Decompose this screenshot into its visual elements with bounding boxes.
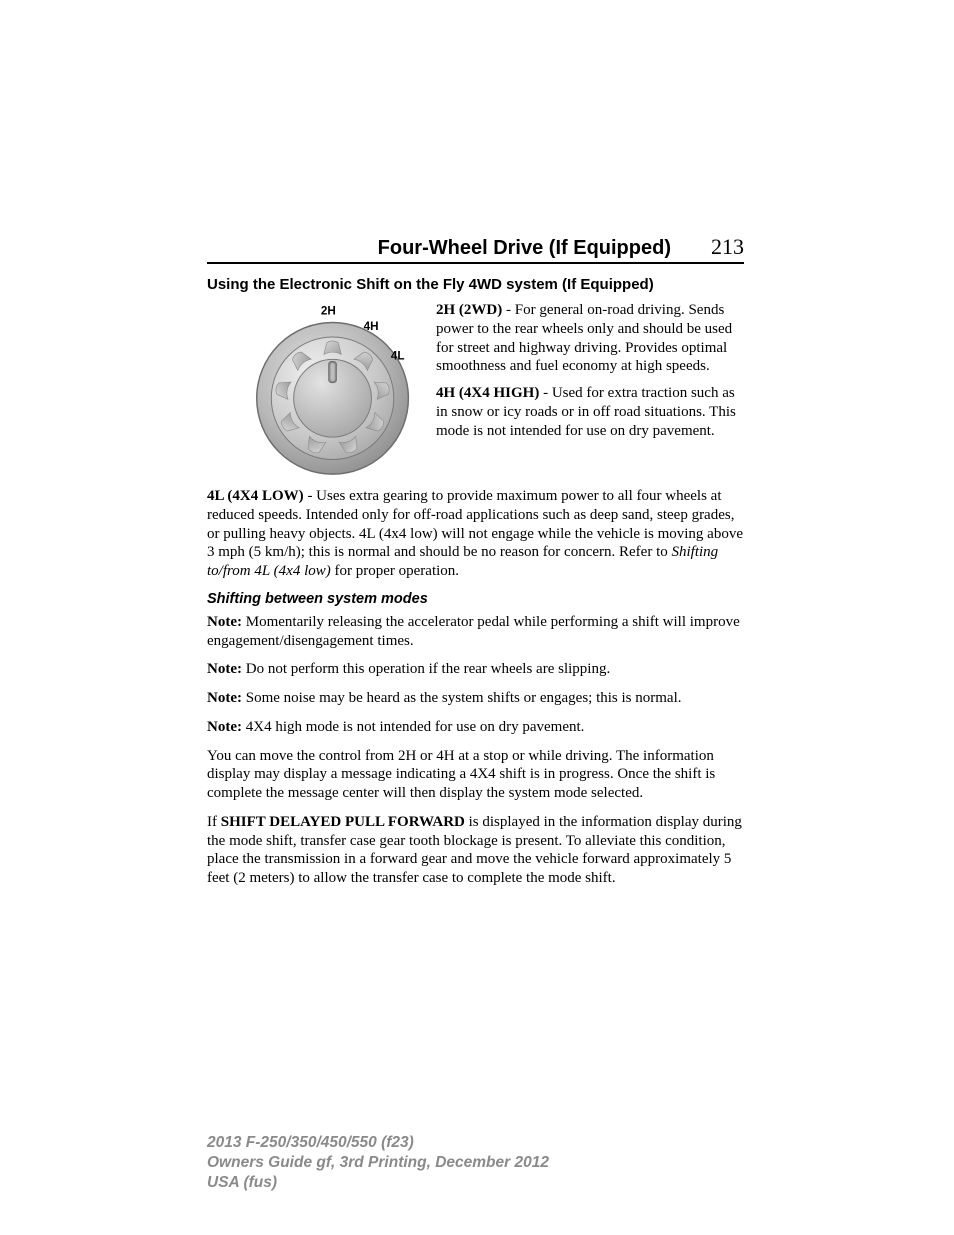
footer-market: (fus) bbox=[243, 1174, 277, 1191]
footer-model: 2013 F-250/350/450/550 bbox=[207, 1134, 381, 1151]
page-footer: 2013 F-250/350/450/550 (f23) Owners Guid… bbox=[207, 1133, 549, 1193]
note-2: Note: Do not perform this operation if t… bbox=[207, 660, 744, 679]
footer-line-3: USA (fus) bbox=[207, 1173, 549, 1193]
footer-country: USA bbox=[207, 1174, 243, 1191]
note-label: Note: bbox=[207, 719, 242, 735]
note-label: Note: bbox=[207, 690, 242, 706]
header-title: Four-Wheel Drive (If Equipped) bbox=[378, 237, 671, 260]
note-3: Note: Some noise may be heard as the sys… bbox=[207, 689, 744, 708]
note-4-text: 4X4 high mode is not intended for use on… bbox=[242, 719, 584, 735]
mode-4l: 4L (4X4 LOW) - Uses extra gearing to pro… bbox=[207, 487, 744, 581]
note-1: Note: Momentarily releasing the accelera… bbox=[207, 613, 744, 651]
page-number: 213 bbox=[711, 234, 744, 260]
footer-line-2: Owners Guide gf, 3rd Printing, December … bbox=[207, 1153, 549, 1173]
note-2-text: Do not perform this operation if the rea… bbox=[242, 661, 610, 677]
document-page: Four-Wheel Drive (If Equipped) 213 Using… bbox=[0, 0, 954, 1235]
mode-4h-label: 4H (4X4 HIGH) bbox=[436, 385, 539, 401]
footer-code: (f23) bbox=[381, 1134, 414, 1151]
dial-figure: 2H 4H 4L bbox=[247, 301, 422, 481]
dial-label-4l: 4L bbox=[391, 349, 405, 362]
mode-4l-text-b: for proper operation. bbox=[331, 563, 459, 579]
note-label: Note: bbox=[207, 661, 242, 677]
page-header: Four-Wheel Drive (If Equipped) 213 bbox=[207, 234, 744, 264]
note-1-text: Momentarily releasing the accelerator pe… bbox=[207, 614, 740, 649]
note-label: Note: bbox=[207, 614, 242, 630]
mode-4l-label: 4L (4X4 LOW) bbox=[207, 488, 304, 504]
dial-label-2h: 2H bbox=[321, 305, 336, 318]
shifting-para-2: If SHIFT DELAYED PULL FORWARD is display… bbox=[207, 813, 744, 888]
footer-line-1: 2013 F-250/350/450/550 (f23) bbox=[207, 1133, 549, 1153]
section-heading: Using the Electronic Shift on the Fly 4W… bbox=[207, 276, 744, 293]
dial-and-modes-row: 2H 4H 4L 2H (2WD) - For general on-road … bbox=[207, 301, 744, 481]
para2-a: If bbox=[207, 814, 221, 830]
4wd-dial-icon: 2H 4H 4L bbox=[247, 301, 422, 481]
para2-bold: SHIFT DELAYED PULL FORWARD bbox=[221, 814, 465, 830]
mode-2h-label: 2H (2WD) bbox=[436, 302, 502, 318]
shifting-para-1: You can move the control from 2H or 4H a… bbox=[207, 747, 744, 803]
shifting-subheading: Shifting between system modes bbox=[207, 591, 744, 607]
note-4: Note: 4X4 high mode is not intended for … bbox=[207, 718, 744, 737]
note-3-text: Some noise may be heard as the system sh… bbox=[242, 690, 682, 706]
dial-label-4h: 4H bbox=[364, 320, 379, 333]
